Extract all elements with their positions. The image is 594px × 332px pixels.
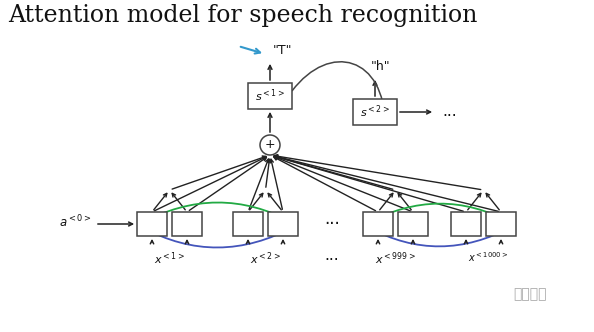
FancyBboxPatch shape [233,212,263,236]
FancyBboxPatch shape [363,212,393,236]
Text: $x^{<1>}$: $x^{<1>}$ [154,250,185,267]
Text: "h": "h" [371,59,391,72]
FancyBboxPatch shape [172,212,202,236]
Text: ...: ... [325,248,339,263]
FancyBboxPatch shape [248,83,292,109]
Text: $s^{<2>}$: $s^{<2>}$ [360,104,390,120]
Text: "T": "T" [272,43,292,56]
Text: $x^{<999>}$: $x^{<999>}$ [375,250,416,267]
FancyBboxPatch shape [398,212,428,236]
Text: Attention model for speech recognition: Attention model for speech recognition [8,4,478,27]
Text: $x^{<1000>}$: $x^{<1000>}$ [468,250,509,264]
Text: +: + [265,138,275,151]
FancyBboxPatch shape [137,212,167,236]
FancyBboxPatch shape [268,212,298,236]
Text: $a^{<0>}$: $a^{<0>}$ [59,214,92,230]
Circle shape [260,135,280,155]
Text: 手动手游: 手动手游 [513,287,546,301]
FancyBboxPatch shape [353,99,397,125]
FancyBboxPatch shape [451,212,481,236]
FancyBboxPatch shape [486,212,516,236]
Text: $s^{<1>}$: $s^{<1>}$ [255,88,285,104]
Text: $x^{<2>}$: $x^{<2>}$ [250,250,281,267]
Text: ...: ... [443,105,457,120]
Text: ...: ... [324,210,340,228]
